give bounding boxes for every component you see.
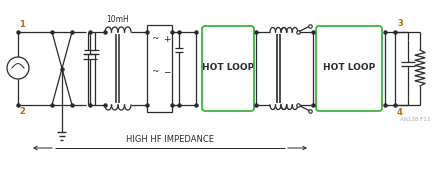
Text: HOT LOOP: HOT LOOP [201,64,253,73]
Text: HOT LOOP: HOT LOOP [322,64,374,73]
Text: HIGH HF IMPEDANCE: HIGH HF IMPEDANCE [126,135,214,144]
Text: 3: 3 [396,19,402,28]
Text: 10mH: 10mH [106,15,129,24]
Text: +: + [163,34,170,43]
Text: −: − [163,67,170,76]
Text: 1: 1 [19,20,25,29]
Text: ~: ~ [151,67,158,76]
Text: 2: 2 [19,107,25,116]
Bar [147,25,171,112]
Text: AN138 F13: AN138 F13 [399,117,429,122]
Text: ~: ~ [151,34,158,43]
Text: 4: 4 [396,108,402,117]
